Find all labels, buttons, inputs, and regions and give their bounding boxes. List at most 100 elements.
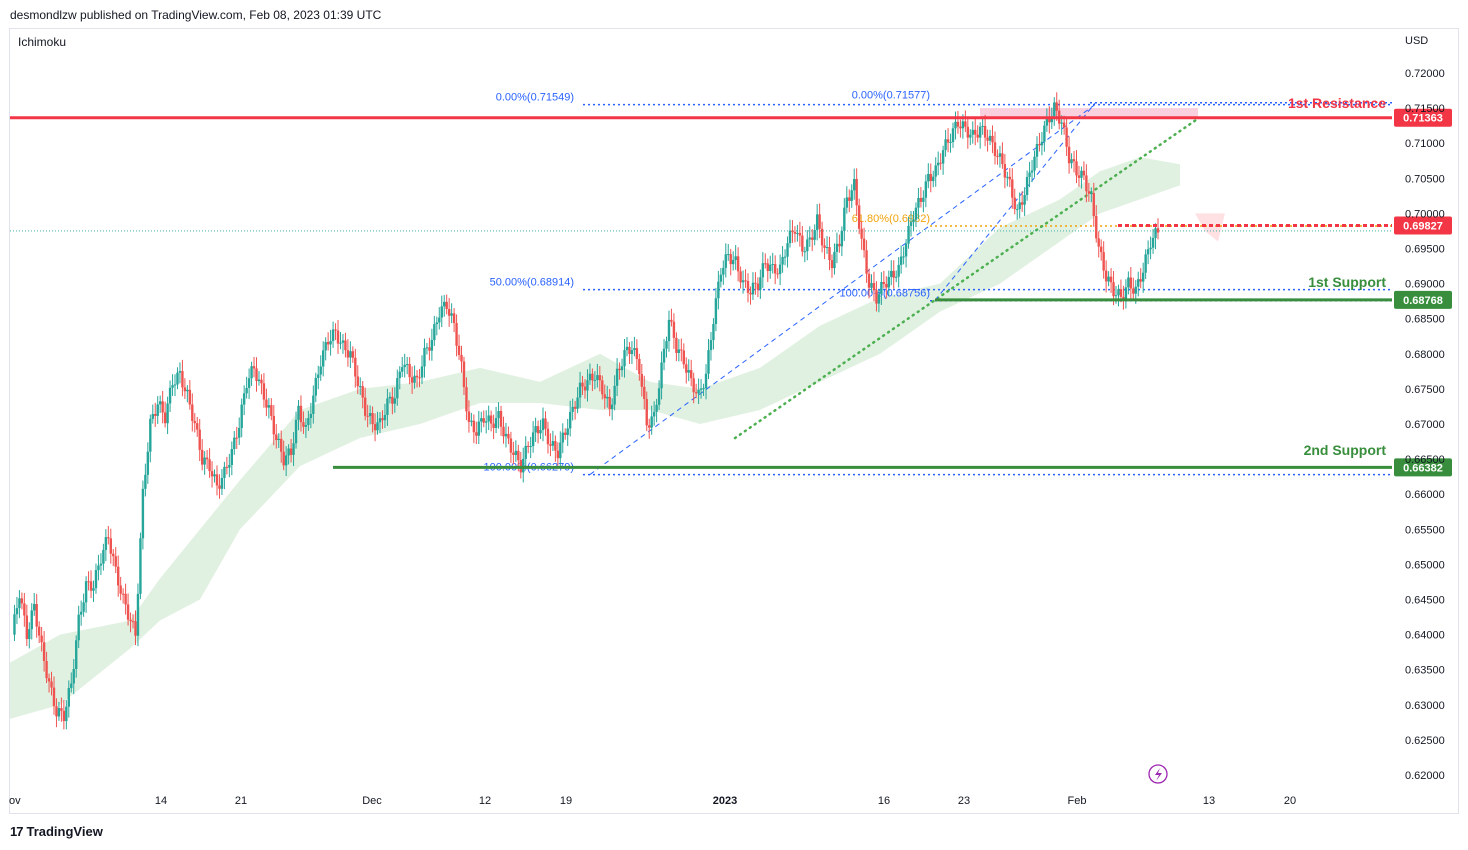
candle-body: [1119, 289, 1123, 297]
candle-body: [257, 379, 261, 382]
candle-body: [939, 162, 942, 164]
candle-body: [30, 610, 33, 630]
candle-body: [349, 351, 352, 358]
candle-body: [354, 357, 357, 377]
candle-body: [870, 283, 873, 288]
candle-body: [929, 173, 932, 182]
candle-body: [843, 207, 846, 231]
candle-body: [736, 256, 740, 272]
candle-body: [62, 710, 66, 722]
candle-body: [650, 416, 653, 428]
candle-body: [759, 277, 762, 290]
candle-body: [670, 319, 673, 322]
candle-body: [796, 232, 799, 234]
candle-body: [129, 619, 132, 622]
candle-body: [247, 378, 251, 388]
candle-body: [196, 423, 199, 430]
candle-body: [270, 405, 273, 416]
level-badge-value: 0.66382: [1403, 462, 1443, 474]
candle-body: [297, 405, 300, 420]
candle-body: [685, 364, 688, 373]
candle-body: [450, 313, 453, 316]
candle-body: [899, 256, 903, 265]
candle-body: [1144, 254, 1147, 273]
candle-body: [806, 239, 809, 252]
x-tick-label: 20: [1284, 795, 1296, 807]
candle-body: [218, 485, 221, 489]
candle-body: [657, 388, 661, 405]
candle-body: [317, 374, 320, 379]
candle-body: [119, 585, 122, 594]
candle-body: [744, 280, 747, 282]
candle-body: [220, 477, 224, 489]
candle-body: [954, 121, 957, 129]
cloud-red: [1195, 213, 1225, 242]
candle-body: [707, 350, 710, 374]
candle-body: [371, 413, 374, 425]
candle-body: [613, 385, 616, 405]
candle-body: [381, 418, 384, 421]
sr-levels: 0.71363 1st Resistance 0.69827 0.68768 1st S…: [10, 95, 1452, 477]
candle-body: [391, 396, 394, 404]
candle-body: [524, 445, 527, 459]
candle-body: [188, 389, 192, 405]
candle-body: [996, 156, 999, 158]
candle-body: [682, 350, 685, 365]
candle-body: [393, 398, 397, 404]
candle-body: [200, 449, 204, 465]
candle-body: [909, 222, 913, 226]
candle-body: [1137, 279, 1140, 287]
candle-body: [638, 358, 641, 375]
candle-body: [1092, 193, 1095, 217]
candle-body: [208, 459, 211, 472]
candle-body: [487, 415, 490, 422]
candle-body: [492, 423, 495, 428]
candle-body: [1095, 216, 1098, 239]
x-tick-label: 23: [958, 795, 970, 807]
candle-body: [97, 565, 100, 571]
candle-body: [368, 413, 372, 417]
candle-body: [378, 418, 382, 423]
candle-body: [791, 230, 794, 233]
indicator-label[interactable]: Ichimoku: [18, 35, 67, 49]
candle-body: [183, 387, 187, 392]
candle-body: [37, 626, 41, 636]
candle-body: [1127, 277, 1130, 288]
candle-body: [467, 411, 471, 422]
candle-body: [186, 389, 189, 392]
y-tick-label: 0.66000: [1405, 489, 1445, 501]
candle-body: [660, 362, 663, 389]
candle-body: [1102, 252, 1105, 271]
x-tick-label: 19: [560, 795, 572, 807]
candle-body: [850, 190, 853, 201]
candle-body: [309, 413, 313, 419]
candle-body: [166, 403, 169, 424]
candle-body: [20, 598, 24, 604]
candle-body: [215, 474, 219, 486]
candle-body: [171, 385, 174, 388]
candle-body: [312, 395, 315, 414]
candle-body: [610, 404, 614, 410]
candle-body: [265, 399, 268, 408]
x-tick-label: 13: [1203, 795, 1215, 807]
candle-body: [193, 420, 196, 424]
candle-body: [146, 451, 150, 475]
candle-body: [719, 274, 723, 282]
candle-body: [230, 449, 234, 465]
candle-body: [993, 142, 997, 157]
candle-body: [418, 377, 421, 379]
candle-body: [522, 458, 525, 473]
candle-body: [576, 397, 579, 409]
candle-body: [351, 351, 355, 358]
tradingview-logo[interactable]: 17 TradingView: [10, 824, 103, 839]
candle-body: [42, 642, 46, 662]
candle-body: [514, 450, 518, 455]
lightning-icon[interactable]: [1148, 764, 1168, 784]
candle-body: [892, 270, 895, 278]
price-axis: 0.72000 0.71500 0.71000 0.70500 0.70000 0.695…: [1405, 68, 1445, 782]
candle-body: [539, 430, 542, 434]
candle-body: [1114, 295, 1118, 297]
candle-body: [396, 378, 399, 399]
candle-body: [559, 442, 562, 459]
